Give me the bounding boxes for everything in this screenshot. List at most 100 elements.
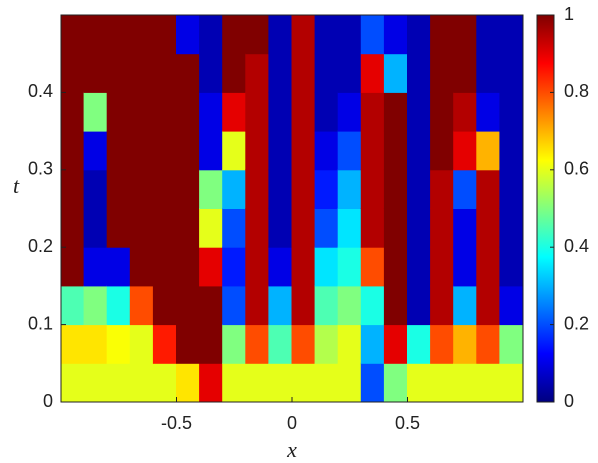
heat-cell [453,53,478,93]
heat-cell [199,208,224,248]
heat-cell [430,208,455,248]
heat-cell [60,324,85,364]
heat-cell [83,362,108,403]
heat-cell [291,53,316,93]
heat-cell [476,169,501,209]
heat-cell [499,91,524,132]
heat-cell [291,130,316,171]
heat-cell [152,53,177,93]
heat-cell [245,362,270,403]
heat-cell [268,208,293,248]
heat-cell [453,130,478,171]
heat-cell [106,246,131,287]
heat-cell [129,53,154,93]
heat-cell [383,130,408,171]
colorbar-tick-label: 0.2 [564,313,589,333]
heat-cell [453,208,478,248]
heat-cell [360,91,385,132]
heat-cell [60,14,85,55]
colorbar-tick-label: 0.8 [564,81,589,101]
heat-cell [499,362,524,403]
heat-cell [152,324,177,364]
heat-cell [337,91,362,132]
heat-cell [407,246,432,287]
heat-cell [314,91,339,132]
heat-cell [245,53,270,93]
heat-cell [268,130,293,171]
heat-cell [83,246,108,287]
heat-cell [291,169,316,209]
heat-cell [476,14,501,55]
y-tick-label: 0.2 [28,236,53,256]
heat-cell [268,285,293,326]
heat-cell [337,14,362,55]
x-axis-label: x [286,437,297,462]
heat-cell [314,169,339,209]
heat-cell [152,246,177,287]
heat-cell [476,362,501,403]
heat-cell [337,208,362,248]
heat-cell [199,169,224,209]
heat-cell [430,169,455,209]
heat-cell [60,169,85,209]
heat-cell [453,362,478,403]
heat-cell [499,53,524,93]
heat-cell [106,91,131,132]
heat-cell [383,91,408,132]
heat-cell [314,324,339,364]
colorbar-tick-label: 0 [564,391,574,411]
heat-cell [499,208,524,248]
heat-cell [268,362,293,403]
colorbar-tick-label: 0.4 [564,236,589,256]
heat-cell [245,169,270,209]
heat-cell [407,14,432,55]
heat-cell [314,285,339,326]
heat-cell [83,130,108,171]
heat-cell [383,285,408,326]
heat-cell [106,324,131,364]
heat-cell [314,53,339,93]
heat-cell [83,91,108,132]
heat-cell [176,169,201,209]
heat-cell [430,285,455,326]
heat-cell [222,14,247,55]
heat-cell [60,362,85,403]
heat-cell [106,53,131,93]
heat-cell [60,53,85,93]
heat-cell [60,208,85,248]
heat-cell [176,208,201,248]
heat-cell [268,324,293,364]
heat-cell [476,53,501,93]
heat-cell [106,130,131,171]
heat-cell [291,91,316,132]
heat-cell [222,324,247,364]
heat-cell [199,246,224,287]
heat-cell [407,285,432,326]
heat-cell [83,53,108,93]
x-tick-label: 0 [287,413,297,433]
heat-cell [476,246,501,287]
heat-cell [360,285,385,326]
heat-cell [176,285,201,326]
heat-cell [383,208,408,248]
heat-cell [129,208,154,248]
heat-cell [291,208,316,248]
heat-cell [360,324,385,364]
heat-cell [499,14,524,55]
heat-cell [314,130,339,171]
heat-cell [407,324,432,364]
heat-cell [245,130,270,171]
heat-cell [83,208,108,248]
heat-cell [499,130,524,171]
heat-cell [314,208,339,248]
heat-cell [129,285,154,326]
heat-cell [476,91,501,132]
heat-cell [499,169,524,209]
heat-cell [129,91,154,132]
heat-cell [60,130,85,171]
heat-cell [337,362,362,403]
heat-cell [199,362,224,403]
heat-cell [383,362,408,403]
heat-cell [430,53,455,93]
heat-cell [152,285,177,326]
